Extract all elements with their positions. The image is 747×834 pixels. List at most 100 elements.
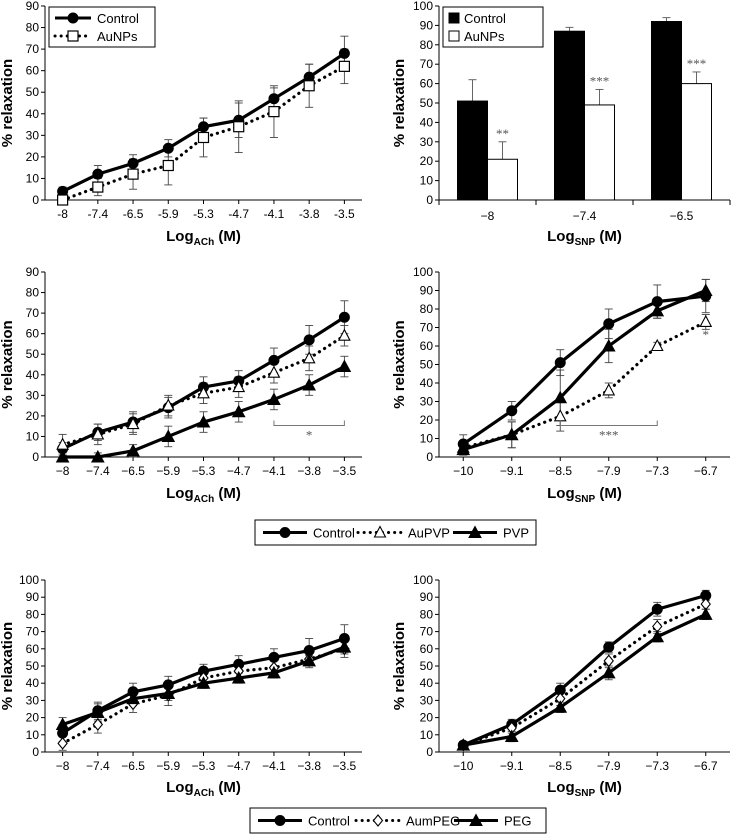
bar-control	[457, 100, 488, 201]
point-pvp	[196, 415, 211, 428]
point-control	[268, 93, 280, 105]
point-control	[268, 651, 280, 663]
x-axis-title-sub: ACh	[194, 788, 215, 799]
x-axis-title-unit: (M)	[595, 485, 622, 502]
point-control	[92, 168, 104, 180]
x-tick-label: −8	[56, 464, 70, 478]
point-peg	[698, 607, 713, 620]
y-tick-label: 70	[26, 306, 40, 320]
y-axis-title: % relaxation	[391, 59, 408, 147]
point-peg	[231, 670, 246, 684]
y-axis-title: % relaxation	[0, 59, 16, 147]
legend-label: AuNPs	[464, 29, 505, 44]
x-tick-label: −9.1	[500, 759, 524, 773]
point-aupvp	[197, 386, 210, 399]
y-tick-label: 0	[32, 745, 39, 759]
y-tick-label: 100	[413, 265, 433, 279]
y-axis-title: % relaxation	[391, 320, 408, 408]
y-tick-label: 10	[26, 171, 40, 185]
y-tick-label: 10	[420, 432, 434, 446]
x-tick-label: −5.3	[192, 759, 216, 773]
y-tick-label: 50	[420, 96, 434, 110]
legend-marker	[67, 30, 79, 42]
x-tick-label: -3.5	[334, 207, 355, 221]
y-tick-label: 90	[26, 590, 40, 604]
point-pvp	[650, 303, 665, 317]
point-aunps	[233, 121, 245, 133]
point-aupvp	[161, 398, 175, 411]
y-tick-label: 40	[420, 115, 434, 129]
y-tick-label: 70	[420, 57, 434, 71]
point-peg	[90, 705, 105, 718]
point-pvp	[126, 443, 140, 457]
point-pvp	[504, 427, 519, 441]
y-tick-label: 30	[420, 693, 434, 707]
point-peg	[126, 691, 140, 705]
point-peg	[267, 665, 281, 679]
point-aupvp	[337, 328, 351, 341]
y-tick-label: 40	[26, 368, 40, 382]
series-line-aupvp	[461, 320, 708, 450]
point-aupvp	[267, 365, 281, 378]
point-peg	[196, 676, 211, 689]
y-tick-label: 0	[426, 193, 433, 207]
legend-label: AuPVP	[408, 526, 450, 541]
point-control	[554, 357, 566, 369]
x-tick-label: −6.5	[121, 464, 145, 478]
legend-box	[442, 6, 544, 48]
series-line-aumpeg	[461, 602, 708, 747]
series-line-pvp	[462, 289, 707, 452]
point-aunps	[197, 131, 210, 144]
point-peg	[456, 738, 471, 751]
y-tick-label: 0	[32, 450, 39, 464]
series-line-control	[462, 593, 707, 747]
series-line-aupvp	[61, 334, 346, 447]
legend-label: PVP	[503, 526, 529, 541]
point-peg	[337, 640, 352, 653]
y-tick-label: 100	[19, 573, 39, 587]
y-axis-title: % relaxation	[0, 320, 16, 408]
y-tick-label: 30	[26, 388, 40, 402]
legend-label: Control	[464, 11, 506, 26]
y-axis-title: % relaxation	[0, 622, 16, 710]
x-tick-label: -5.3	[193, 207, 214, 221]
y-tick-label: 20	[26, 711, 40, 725]
x-axis-title-unit: (M)	[595, 779, 622, 796]
x-tick-label: −7.4	[86, 759, 110, 773]
x-tick-label: -6.5	[123, 207, 144, 221]
point-pvp	[55, 449, 70, 463]
x-tick-label: −5.3	[192, 464, 216, 478]
legend-label: Control	[308, 814, 350, 829]
legend-marker	[67, 12, 79, 24]
y-tick-label: 90	[420, 590, 434, 604]
legend-swatch	[448, 12, 460, 24]
point-aupvp	[699, 314, 713, 328]
significance-label: *	[703, 327, 710, 342]
point-peg	[601, 665, 616, 679]
bar-aunps	[487, 158, 518, 201]
x-tick-label: −7.3	[645, 759, 669, 773]
x-axis-title-main: Log	[166, 779, 194, 796]
significance-label: *	[306, 428, 313, 443]
legend-marker	[468, 525, 482, 538]
point-pvp	[161, 429, 176, 442]
x-tick-label: −10	[453, 759, 474, 773]
x-axis-title-sub: SNP	[575, 788, 596, 799]
series-line-aumpeg	[61, 647, 346, 746]
y-tick-label: 50	[26, 85, 40, 99]
x-axis-title-unit: (M)	[214, 485, 241, 502]
point-peg	[161, 686, 176, 700]
x-tick-label: -4.7	[228, 207, 249, 221]
point-pvp	[302, 378, 317, 391]
y-tick-label: 80	[420, 38, 434, 52]
point-aupvp	[56, 437, 70, 450]
panel-snp-pvp: 0 10 20 30 40 50 60 70 80 90 100 −10 −9.1 −8.5 −7.9 −7.…	[391, 265, 730, 505]
legend-marker	[469, 813, 483, 826]
x-tick-label: −5.9	[156, 464, 180, 478]
legend-pvp: Control AuPVP PVP	[254, 519, 537, 546]
y-tick-label: 90	[26, 0, 40, 13]
x-tick-label: −6.5	[670, 209, 694, 223]
y-tick-label: 40	[26, 107, 40, 121]
x-tick-label: −8	[56, 759, 70, 773]
point-control	[162, 142, 174, 154]
